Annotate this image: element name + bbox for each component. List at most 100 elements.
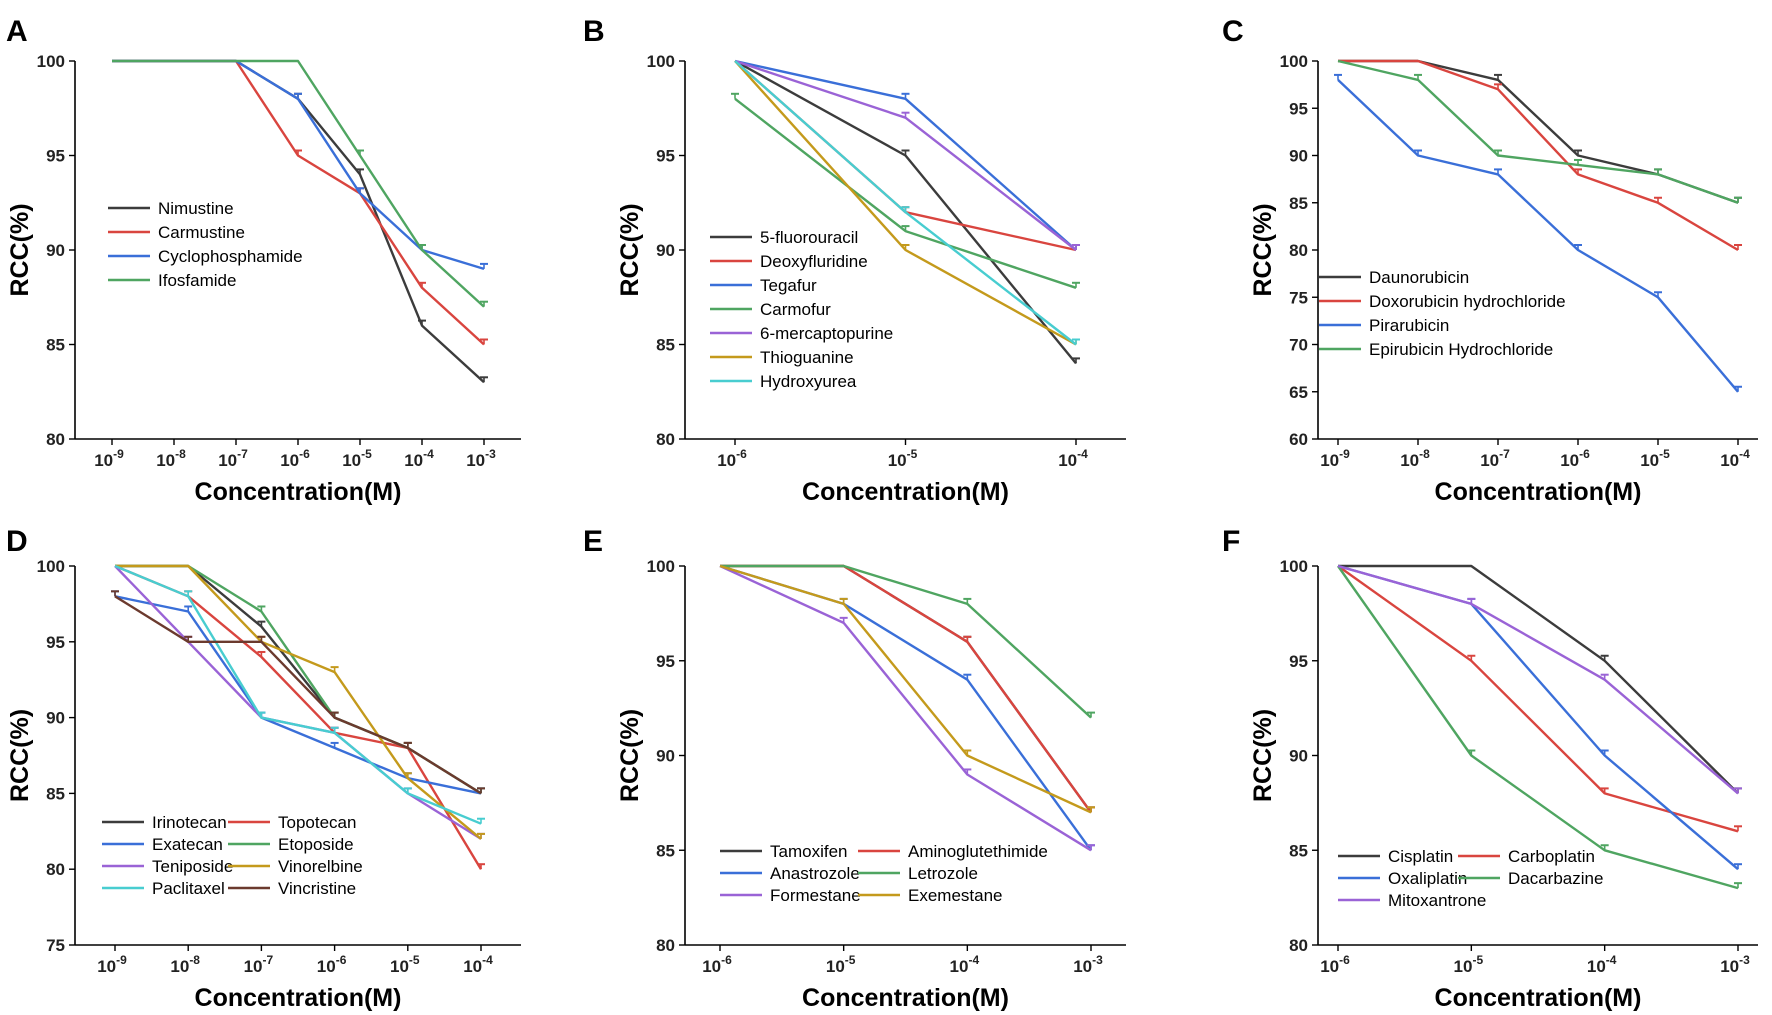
y-axis-title: RCC(%) <box>616 709 644 802</box>
y-tick-label: 85 <box>46 336 65 355</box>
y-tick-label: 60 <box>1289 430 1308 449</box>
legend: Irinotecan Topotecan Exatecan Etoposide Teni… <box>102 813 363 898</box>
legend-label: Vinorelbine <box>278 857 363 876</box>
legend-label: Exemestane <box>908 886 1003 905</box>
chart-panel-c: C 60 65 70 75 80 85 90 95 100 10-9 10-8 10-7 10-6 10-5… <box>1222 15 1758 506</box>
legend: Tamoxifen Aminoglutethimide Anastrozole Let… <box>720 842 1048 905</box>
x-tick-label: 10-6 <box>280 447 310 470</box>
legend-label: Daunorubicin <box>1369 268 1469 287</box>
series-line <box>1337 564 1739 795</box>
y-axis-title: RCC(%) <box>616 203 644 296</box>
legend-label: 5-fluorouracil <box>760 228 858 247</box>
y-axis-title: RCC(%) <box>1249 203 1277 296</box>
series-line <box>1338 564 1739 795</box>
chart-panel-a: A 80 85 90 95 100 10-9 10-8 10-7 10-6 10-5 10-4 10-3… <box>6 15 521 506</box>
legend-label: Aminoglutethimide <box>908 842 1048 861</box>
series-carboplatin <box>1337 565 1742 833</box>
x-tick-exponent: -4 <box>968 953 979 967</box>
x-tick-label: 10-6 <box>702 953 732 976</box>
x-tick-label: 10-5 <box>390 953 420 976</box>
legend-label: Irinotecan <box>152 813 227 832</box>
series-line <box>719 564 1092 852</box>
series-6-mercaptopurine <box>734 59 1080 251</box>
x-tick-label: 10-9 <box>1320 447 1350 470</box>
series-doxorubicin-hydrochloride <box>1338 59 1742 252</box>
x-tick-label: 10-5 <box>1454 953 1484 976</box>
legend-label: Doxorubicin hydrochloride <box>1369 292 1566 311</box>
legend-label: Vincristine <box>278 879 356 898</box>
x-tick-label: 10-4 <box>404 447 434 470</box>
y-tick-label: 95 <box>1289 652 1308 671</box>
series-paclitaxel <box>114 564 485 825</box>
x-tick-label: 10-5 <box>888 447 918 470</box>
legend: Nimustine Carmustine Cyclophosphamide Ifosf… <box>108 199 303 290</box>
series-line <box>1337 59 1739 204</box>
series-line <box>114 595 482 795</box>
y-tick-label: 95 <box>46 147 65 166</box>
x-tick-label: 10-4 <box>463 953 493 976</box>
x-tick-label: 10-8 <box>156 447 186 470</box>
x-axis-title: Concentration(M) <box>802 478 1009 506</box>
y-tick-label: 100 <box>37 52 65 71</box>
x-tick-exponent: -5 <box>361 447 372 461</box>
series-oxaliplatin <box>1337 564 1742 871</box>
x-tick-exponent: -5 <box>409 953 420 967</box>
x-tick-exponent: -5 <box>907 447 918 461</box>
chart-panel-f: F 80 85 90 95 100 10-6 10-5 10-4 10-3 Concentratio… <box>1222 525 1758 1012</box>
series-ifosfamide <box>112 59 488 308</box>
x-tick-label: 10-9 <box>97 953 127 976</box>
x-tick-label: 10-3 <box>1073 953 1103 976</box>
series-exemestane <box>719 564 1095 814</box>
x-tick-exponent: -6 <box>1339 953 1350 967</box>
y-tick-label: 75 <box>1289 288 1308 307</box>
x-tick-exponent: -8 <box>1419 447 1430 461</box>
series-line <box>719 564 1092 814</box>
legend-label: Tegafur <box>760 276 817 295</box>
panel-letter: A <box>6 15 28 48</box>
legend-label: Etoposide <box>278 835 354 854</box>
x-tick-exponent: -4 <box>1077 447 1088 461</box>
legend-label: Ifosfamide <box>158 271 236 290</box>
series-aminoglutethimide <box>720 564 1095 814</box>
series-line <box>112 59 485 384</box>
y-tick-label: 85 <box>1289 194 1308 213</box>
legend-label: Cisplatin <box>1388 847 1453 866</box>
y-tick-label: 100 <box>1280 557 1308 576</box>
x-tick-exponent: -6 <box>299 447 310 461</box>
legend-label: Dacarbazine <box>1508 869 1603 888</box>
x-tick-label: 10-9 <box>94 447 124 470</box>
series-formestane <box>719 564 1095 852</box>
panel-letter: C <box>1222 15 1244 48</box>
y-tick-label: 100 <box>37 557 65 576</box>
x-tick-label: 10-5 <box>826 953 856 976</box>
y-tick-label: 90 <box>656 747 675 766</box>
legend-label: Carmustine <box>158 223 245 242</box>
series-nimustine <box>112 59 488 384</box>
x-tick-exponent: -3 <box>1092 953 1103 967</box>
x-tick-label: 10-7 <box>244 953 274 976</box>
series-carmofur <box>731 92 1080 289</box>
y-tick-label: 80 <box>656 430 675 449</box>
x-tick-exponent: -5 <box>1472 953 1483 967</box>
series-line <box>114 564 482 825</box>
y-tick-label: 90 <box>46 709 65 728</box>
x-tick-label: 10-4 <box>1587 953 1617 976</box>
x-tick-exponent: -5 <box>845 953 856 967</box>
x-tick-label: 10-3 <box>1720 953 1750 976</box>
x-tick-label: 10-7 <box>218 447 248 470</box>
x-tick-exponent: -4 <box>1739 447 1750 461</box>
legend-label: Oxaliplatin <box>1388 869 1467 888</box>
legend-label: Topotecan <box>278 813 356 832</box>
y-tick-label: 100 <box>647 52 675 71</box>
x-tick-label: 10-8 <box>1400 447 1430 470</box>
x-tick-exponent: -7 <box>237 447 248 461</box>
legend-label: Mitoxantrone <box>1388 891 1486 910</box>
y-tick-label: 90 <box>1289 747 1308 766</box>
x-axis-title: Concentration(M) <box>195 984 402 1012</box>
x-tick-exponent: -6 <box>1579 447 1590 461</box>
legend: Daunorubicin Doxorubicin hydrochloride Pir… <box>1319 268 1566 359</box>
series-vincristine <box>111 590 485 795</box>
series-mitoxantrone <box>1337 564 1742 795</box>
series-tamoxifen <box>720 564 1095 814</box>
y-tick-label: 80 <box>1289 241 1308 260</box>
